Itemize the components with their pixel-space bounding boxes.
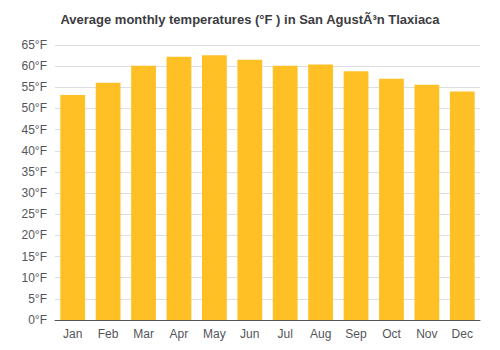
svg-text:Mar: Mar xyxy=(133,327,154,341)
svg-text:Sep: Sep xyxy=(345,327,367,341)
svg-text:10°F: 10°F xyxy=(22,271,47,285)
svg-text:15°F: 15°F xyxy=(22,250,47,264)
svg-text:Jun: Jun xyxy=(240,327,259,341)
svg-text:25°F: 25°F xyxy=(22,207,47,221)
svg-text:Jul: Jul xyxy=(278,327,293,341)
svg-text:50°F: 50°F xyxy=(22,101,47,115)
svg-text:Oct: Oct xyxy=(382,327,401,341)
svg-text:5°F: 5°F xyxy=(28,292,47,306)
svg-text:40°F: 40°F xyxy=(22,144,47,158)
svg-text:65°F: 65°F xyxy=(22,38,47,52)
svg-text:45°F: 45°F xyxy=(22,123,47,137)
svg-text:55°F: 55°F xyxy=(22,80,47,94)
svg-text:30°F: 30°F xyxy=(22,186,47,200)
svg-text:Dec: Dec xyxy=(452,327,473,341)
svg-text:Average monthly temperatures (: Average monthly temperatures (°F ) in Sa… xyxy=(60,12,440,27)
svg-text:Aug: Aug xyxy=(310,327,331,341)
svg-text:Feb: Feb xyxy=(98,327,119,341)
svg-text:0°F: 0°F xyxy=(28,313,47,327)
svg-text:Nov: Nov xyxy=(416,327,437,341)
svg-text:Jan: Jan xyxy=(63,327,82,341)
svg-text:May: May xyxy=(203,327,226,341)
svg-text:60°F: 60°F xyxy=(22,59,47,73)
svg-text:Apr: Apr xyxy=(170,327,189,341)
svg-text:20°F: 20°F xyxy=(22,228,47,242)
svg-text:35°F: 35°F xyxy=(22,165,47,179)
